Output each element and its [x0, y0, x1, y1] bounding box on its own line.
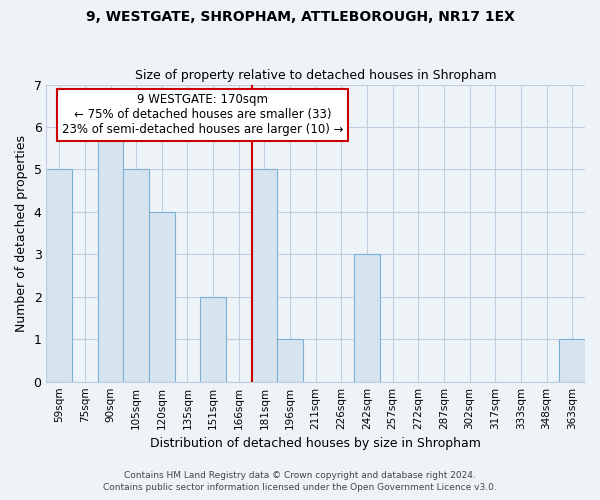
Bar [149, 212, 175, 382]
Text: Contains HM Land Registry data © Crown copyright and database right 2024.
Contai: Contains HM Land Registry data © Crown c… [103, 471, 497, 492]
Bar [98, 127, 124, 382]
Bar [46, 170, 72, 382]
X-axis label: Distribution of detached houses by size in Shropham: Distribution of detached houses by size … [150, 437, 481, 450]
Bar [200, 297, 226, 382]
Bar [124, 170, 149, 382]
Text: 9 WESTGATE: 170sqm
← 75% of detached houses are smaller (33)
23% of semi-detache: 9 WESTGATE: 170sqm ← 75% of detached hou… [62, 94, 343, 136]
Bar [354, 254, 380, 382]
Bar [277, 339, 303, 382]
Y-axis label: Number of detached properties: Number of detached properties [15, 134, 28, 332]
Title: Size of property relative to detached houses in Shropham: Size of property relative to detached ho… [135, 69, 497, 82]
Bar [251, 170, 277, 382]
Bar [559, 339, 585, 382]
Text: 9, WESTGATE, SHROPHAM, ATTLEBOROUGH, NR17 1EX: 9, WESTGATE, SHROPHAM, ATTLEBOROUGH, NR1… [86, 10, 514, 24]
